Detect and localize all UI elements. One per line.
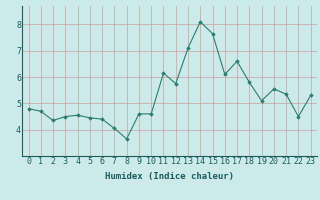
X-axis label: Humidex (Indice chaleur): Humidex (Indice chaleur) bbox=[105, 172, 234, 181]
